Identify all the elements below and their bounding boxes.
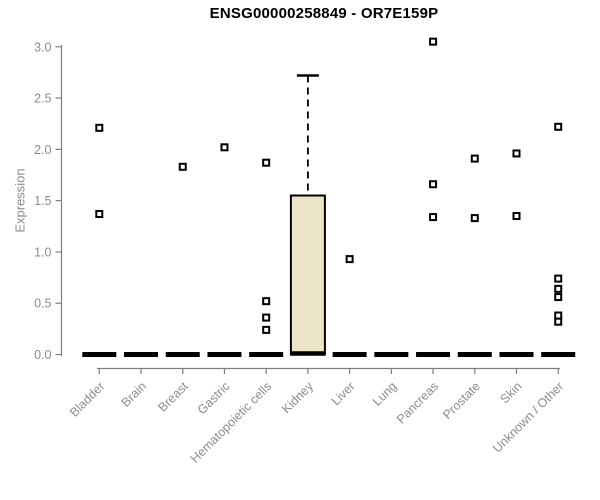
box-collapsed [165, 352, 200, 357]
outlier-point [95, 123, 104, 132]
x-tick-label: Brain [119, 379, 150, 410]
outlier-point [262, 158, 271, 167]
y-axis-title: Expression [12, 168, 28, 233]
outlier-point [262, 297, 271, 306]
outlier-point [262, 325, 271, 334]
y-tick-label: 1.0 [34, 245, 51, 259]
outlier-point [429, 37, 438, 46]
outlier-point [470, 154, 479, 163]
box-collapsed [457, 352, 492, 357]
x-tick-label: Gastric [195, 379, 233, 417]
box-collapsed [499, 352, 534, 357]
y-tick-label: 2.0 [34, 143, 51, 157]
y-tick-label: 0.0 [34, 348, 51, 362]
box-collapsed [82, 352, 117, 357]
x-tick-label: Liver [329, 379, 358, 408]
x-tick-label: Bladder [67, 379, 107, 419]
outlier-point [220, 143, 229, 152]
box-collapsed [249, 352, 284, 357]
x-tick-label: Prostate [440, 379, 483, 422]
outlier-point [554, 284, 563, 293]
y-tick-label: 1.5 [34, 194, 51, 208]
outlier-point [470, 214, 479, 223]
outlier-point [178, 162, 187, 171]
outlier-point [554, 311, 563, 320]
x-tick-label: Lung [370, 379, 400, 409]
x-tick-label: Breast [155, 379, 191, 415]
x-tick-label: Skin [498, 379, 525, 406]
y-tick-label: 3.0 [34, 40, 51, 54]
x-tick-label: Kidney [279, 379, 316, 416]
outlier-point [345, 255, 354, 264]
box-collapsed [332, 352, 367, 357]
x-tick-label: Unknown / Other [490, 379, 566, 455]
x-tick-label: Pancreas [394, 379, 441, 426]
x-tick-label: Hematopoietic cells [188, 379, 275, 466]
y-tick-label: 0.5 [34, 297, 51, 311]
outlier-point [429, 213, 438, 222]
outlier-point [554, 122, 563, 131]
outlier-point [429, 180, 438, 189]
y-tick-label: 2.5 [34, 92, 51, 106]
box-collapsed [541, 352, 576, 357]
outlier-point [512, 149, 521, 158]
chart-title: ENSG00000258849 - OR7E159P [209, 5, 439, 22]
outlier-point [262, 313, 271, 322]
box-collapsed [416, 352, 451, 357]
outlier-point [554, 317, 563, 326]
box-collapsed [374, 352, 409, 357]
outlier-point [95, 209, 104, 218]
box-collapsed [207, 352, 242, 357]
outlier-point [554, 274, 563, 283]
outlier-point [512, 212, 521, 221]
outlier-point [554, 293, 563, 302]
box-collapsed [124, 352, 159, 357]
box [289, 194, 326, 356]
